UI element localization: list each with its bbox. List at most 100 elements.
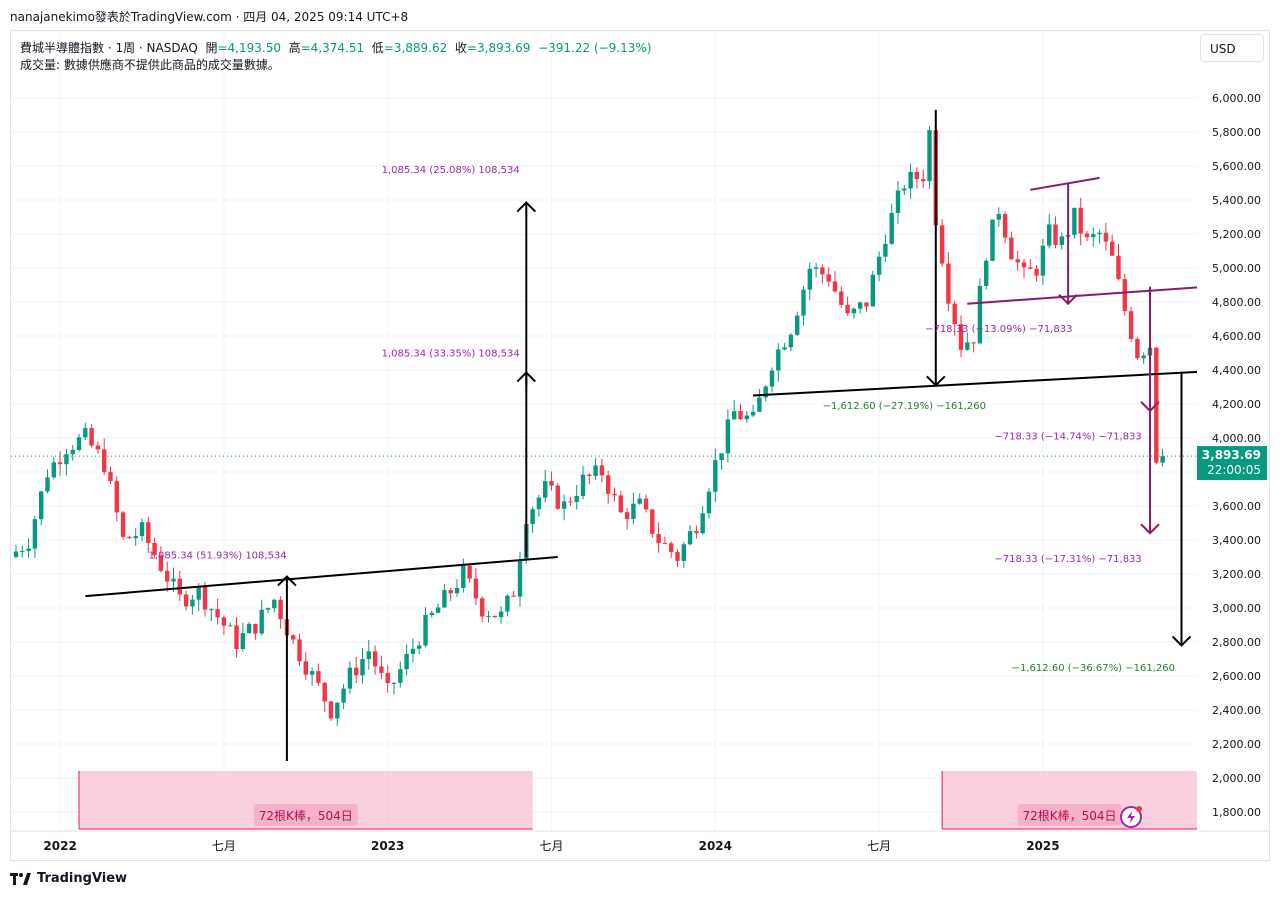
candle-body[interactable]: [952, 303, 957, 325]
candle-body[interactable]: [1028, 267, 1033, 269]
candle-body[interactable]: [209, 609, 214, 611]
candle-body[interactable]: [939, 225, 945, 264]
candle-body[interactable]: [1091, 234, 1096, 238]
candle-body[interactable]: [83, 428, 88, 438]
candle-body[interactable]: [57, 462, 63, 465]
candle-body[interactable]: [467, 565, 472, 579]
candle-body[interactable]: [990, 219, 995, 261]
candle-body[interactable]: [391, 682, 397, 684]
candle-body[interactable]: [618, 495, 623, 513]
candle-body[interactable]: [480, 598, 485, 617]
candle-body[interactable]: [1084, 233, 1090, 238]
candle-body[interactable]: [725, 419, 731, 454]
candle-body[interactable]: [335, 702, 340, 719]
candle-body[interactable]: [895, 190, 901, 213]
candle-body[interactable]: [278, 599, 283, 620]
candle-body[interactable]: [996, 214, 1001, 220]
candle-body[interactable]: [681, 544, 686, 561]
candle-body[interactable]: [839, 291, 844, 305]
candle-body[interactable]: [120, 512, 126, 537]
candle-body[interactable]: [883, 243, 888, 257]
candle-body[interactable]: [366, 651, 371, 660]
candle-body[interactable]: [593, 465, 598, 476]
candle-body[interactable]: [108, 472, 113, 482]
candle-body[interactable]: [316, 671, 321, 683]
candle-body[interactable]: [328, 701, 334, 719]
candle-body[interactable]: [1002, 214, 1008, 238]
candle-body[interactable]: [309, 671, 315, 675]
candle-body[interactable]: [656, 533, 661, 544]
candle-body[interactable]: [64, 454, 69, 465]
candle-body[interactable]: [820, 267, 825, 275]
candle-body[interactable]: [202, 586, 208, 610]
candle-body[interactable]: [448, 590, 453, 594]
candle-body[interactable]: [902, 188, 907, 191]
candle-body[interactable]: [1128, 311, 1134, 339]
candle-body[interactable]: [870, 274, 875, 307]
candle-body[interactable]: [750, 411, 756, 416]
candle-body[interactable]: [76, 437, 82, 451]
candle-body[interactable]: [272, 599, 277, 609]
candle-body[interactable]: [555, 485, 560, 509]
candle-body[interactable]: [530, 509, 535, 525]
candle-body[interactable]: [322, 682, 327, 702]
candle-body[interactable]: [95, 445, 101, 450]
candle-body[interactable]: [70, 450, 75, 455]
candle-body[interactable]: [700, 513, 705, 534]
candle-body[interactable]: [782, 347, 787, 350]
candle-body[interactable]: [246, 623, 252, 634]
candle-body[interactable]: [423, 614, 428, 646]
candle-body[interactable]: [864, 302, 869, 307]
candle-body[interactable]: [253, 623, 258, 634]
candle-body[interactable]: [1078, 207, 1083, 234]
candle-body[interactable]: [832, 281, 838, 292]
candle-body[interactable]: [417, 645, 422, 649]
candle-body[interactable]: [757, 397, 762, 412]
candle-body[interactable]: [876, 256, 882, 275]
candle-body[interactable]: [1034, 268, 1039, 276]
candle-body[interactable]: [1053, 224, 1058, 245]
candle-body[interactable]: [561, 501, 567, 509]
candle-body[interactable]: [1047, 224, 1052, 246]
candle-body[interactable]: [776, 349, 781, 371]
trendline-flag-upper[interactable]: [1030, 176, 1100, 191]
candle-body[interactable]: [1015, 259, 1020, 263]
candle-body[interactable]: [152, 542, 157, 556]
candle-body[interactable]: [517, 560, 523, 597]
candle-body[interactable]: [228, 625, 233, 627]
candle-body[interactable]: [259, 609, 264, 634]
candle-body[interactable]: [1021, 262, 1027, 268]
candle-body[interactable]: [435, 607, 441, 613]
candle-body[interactable]: [1116, 255, 1121, 280]
candle-body[interactable]: [347, 667, 353, 689]
candle-body[interactable]: [26, 548, 31, 551]
candle-body[interactable]: [624, 512, 630, 519]
candle-body[interactable]: [706, 491, 712, 514]
candle-body[interactable]: [196, 586, 201, 600]
candle-body[interactable]: [606, 475, 611, 494]
candle-body[interactable]: [410, 648, 416, 654]
candle-body[interactable]: [404, 653, 409, 670]
candle-body[interactable]: [45, 477, 50, 492]
candle-body[interactable]: [568, 501, 573, 503]
candle-body[interactable]: [574, 495, 579, 503]
candle-body[interactable]: [265, 608, 271, 610]
candle-body[interactable]: [813, 267, 819, 269]
candle-body[interactable]: [1135, 338, 1140, 359]
symbol-label[interactable]: 費城半導體指數 · 1周 · NASDAQ: [20, 41, 198, 55]
candle-body[interactable]: [732, 411, 737, 420]
candle-body[interactable]: [146, 522, 151, 543]
candle-body[interactable]: [1072, 207, 1077, 235]
candle-body[interactable]: [587, 474, 592, 476]
candle-body[interactable]: [13, 551, 19, 557]
candle-body[interactable]: [442, 590, 447, 608]
candle-body[interactable]: [769, 370, 775, 387]
candle-body[interactable]: [454, 587, 460, 594]
trendline-neckline-2[interactable]: [753, 370, 1201, 397]
candle-body[interactable]: [498, 611, 504, 618]
candle-body[interactable]: [1040, 245, 1046, 276]
candle-body[interactable]: [372, 651, 378, 667]
candle-body[interactable]: [694, 531, 699, 534]
candle-body[interactable]: [713, 460, 718, 492]
candle-body[interactable]: [171, 578, 176, 582]
